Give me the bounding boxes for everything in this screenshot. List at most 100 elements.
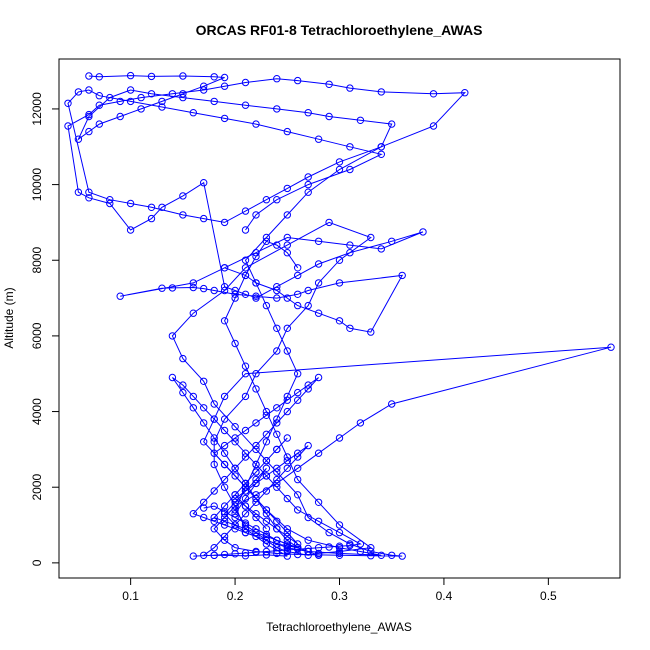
data-point (262, 411, 271, 419)
x-axis: 0.1 0.2 0.3 0.4 0.5 (122, 577, 557, 603)
data-point (241, 78, 250, 87)
data-point (210, 460, 218, 469)
data-point (241, 256, 250, 264)
data-point (85, 112, 93, 121)
data-point (273, 196, 281, 204)
data-point (220, 441, 229, 450)
data-point (388, 237, 396, 246)
data-point (220, 283, 229, 291)
data-point (367, 547, 375, 556)
data-point (147, 203, 156, 212)
data-point (200, 498, 208, 506)
data-point (231, 521, 239, 529)
data-point (419, 228, 427, 236)
data-point (314, 498, 323, 506)
data-point (262, 536, 271, 544)
y-tick-label: 10000 (30, 168, 44, 202)
data-point (314, 549, 323, 558)
data-point (335, 528, 344, 537)
data-point (252, 419, 260, 427)
data-point (116, 97, 124, 106)
data-point (179, 354, 187, 363)
data-point (283, 184, 291, 193)
data-point (283, 294, 291, 302)
data-point (231, 513, 239, 522)
data-point (220, 508, 229, 516)
data-point (64, 99, 72, 108)
data-point (74, 88, 83, 96)
data-point (147, 214, 156, 223)
data-point (262, 233, 271, 242)
data-point (325, 543, 333, 551)
data-point (241, 426, 250, 435)
data-point (179, 90, 187, 98)
data-point (189, 309, 198, 317)
data-point (231, 491, 239, 499)
data-point (388, 120, 396, 128)
data-point (106, 199, 114, 208)
data-point (220, 114, 229, 123)
data-point (189, 283, 198, 292)
data-point (283, 211, 291, 219)
data-point (377, 551, 385, 559)
data-point (241, 101, 250, 109)
data-point (189, 392, 198, 401)
data-point (273, 525, 281, 533)
data-point (168, 373, 177, 382)
x-tick-label: 0.5 (540, 589, 557, 603)
data-point (262, 530, 271, 539)
data-point (273, 430, 281, 438)
data-point (304, 544, 312, 553)
data-point (346, 143, 354, 151)
data-point (314, 449, 323, 457)
data-point (262, 487, 271, 495)
data-point (210, 434, 218, 442)
x-tick-label: 0.4 (436, 589, 453, 603)
data-point (231, 550, 239, 558)
data-point (126, 86, 135, 94)
data-point (388, 400, 396, 408)
data-point (241, 549, 250, 557)
data-point (429, 122, 438, 130)
data-point (294, 370, 302, 378)
data-point (241, 271, 250, 280)
data-point (231, 294, 239, 302)
data-point (294, 76, 302, 85)
data-point (220, 392, 229, 401)
data-point (304, 180, 312, 189)
data-point (64, 122, 72, 130)
data-point (273, 517, 281, 525)
data-point (200, 214, 208, 223)
data-point (200, 419, 208, 427)
data-point (241, 494, 250, 503)
data-point (241, 290, 250, 298)
data-point (168, 284, 177, 292)
data-point (294, 491, 302, 499)
data-point (220, 550, 229, 559)
data-point (262, 464, 271, 472)
data-point (158, 103, 166, 111)
data-point (262, 532, 271, 541)
data-point (314, 544, 323, 552)
data-point (325, 218, 333, 227)
data-point (179, 93, 187, 102)
data-point (294, 506, 302, 514)
data-point (283, 536, 291, 544)
data-point (346, 324, 354, 332)
data-point (179, 388, 187, 397)
data-point (220, 73, 229, 82)
plot-frame (58, 58, 621, 579)
data-point (294, 449, 302, 457)
data-point (273, 475, 281, 484)
data-point (210, 415, 218, 423)
data-point (231, 525, 239, 533)
data-point (126, 97, 135, 106)
data-point (367, 233, 375, 242)
data-point (377, 88, 385, 96)
data-point (262, 430, 271, 438)
data-point (241, 392, 250, 401)
data-point (200, 179, 208, 187)
data-point (304, 547, 312, 556)
data-point (283, 494, 291, 503)
data-point (294, 464, 302, 472)
